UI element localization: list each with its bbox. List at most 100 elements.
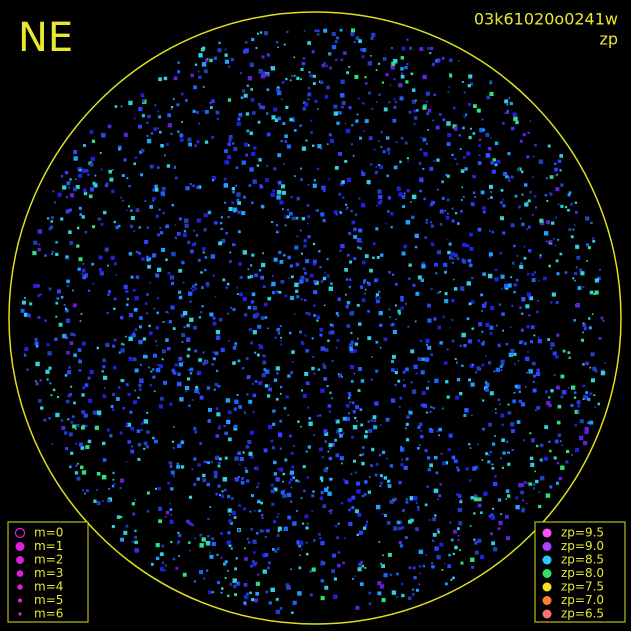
star [528, 314, 531, 317]
star [372, 242, 376, 246]
star [471, 327, 475, 330]
star [195, 386, 199, 389]
star [378, 140, 380, 142]
star [397, 309, 401, 313]
star [340, 58, 344, 62]
magnitude-marker [17, 584, 23, 590]
star [453, 529, 457, 534]
star [260, 501, 263, 505]
star [532, 176, 534, 178]
star [500, 216, 504, 221]
star [519, 139, 523, 143]
star [53, 201, 56, 204]
star [381, 450, 386, 454]
star [370, 464, 373, 467]
star [535, 479, 539, 484]
star [367, 336, 372, 341]
star [120, 348, 125, 353]
star [250, 528, 253, 531]
star [49, 382, 52, 385]
star [279, 467, 284, 472]
star [161, 349, 166, 354]
star [425, 91, 430, 96]
star [78, 369, 82, 372]
star [589, 290, 594, 295]
star [277, 547, 280, 550]
star [369, 268, 373, 273]
star [242, 367, 245, 370]
star [326, 143, 329, 145]
star [463, 344, 467, 348]
star [170, 514, 172, 516]
star [302, 394, 307, 398]
star [421, 391, 426, 395]
star [242, 507, 246, 511]
star [410, 201, 412, 203]
star [555, 259, 559, 263]
star [130, 426, 135, 431]
star [429, 52, 432, 55]
star [213, 56, 217, 60]
star [307, 41, 311, 45]
star [282, 494, 287, 499]
star [289, 264, 293, 268]
star [81, 341, 86, 346]
star-field [20, 28, 606, 615]
star [383, 337, 388, 342]
star [366, 180, 371, 184]
star [324, 585, 329, 590]
star [287, 414, 290, 417]
star [211, 461, 213, 463]
star [250, 564, 253, 568]
star [78, 359, 82, 364]
star [300, 178, 303, 182]
star [465, 113, 468, 116]
star [419, 339, 423, 342]
star [393, 165, 398, 170]
star [507, 403, 510, 406]
star [216, 412, 221, 417]
star [251, 292, 256, 297]
star [218, 462, 221, 465]
star [355, 213, 358, 216]
star [327, 339, 330, 342]
star [404, 65, 408, 70]
star [57, 192, 62, 197]
star [585, 216, 589, 221]
star [50, 225, 54, 229]
star [379, 584, 385, 589]
star [422, 137, 427, 142]
star [72, 303, 77, 308]
star [261, 514, 264, 517]
star [88, 398, 93, 403]
star [191, 468, 194, 470]
star [243, 410, 246, 413]
star [223, 425, 226, 428]
star [553, 374, 556, 377]
star [40, 293, 42, 296]
star [334, 166, 339, 170]
star [377, 581, 382, 586]
star [125, 460, 128, 463]
star [204, 256, 208, 259]
star [78, 257, 83, 262]
star [451, 339, 455, 343]
star [301, 146, 307, 151]
star [583, 327, 587, 331]
star [414, 233, 419, 238]
star [431, 562, 434, 565]
star [134, 535, 137, 539]
star [505, 515, 509, 519]
star [123, 284, 128, 289]
star [461, 364, 464, 367]
star [327, 450, 330, 453]
star [574, 272, 578, 276]
star [96, 501, 101, 506]
star [353, 459, 356, 463]
star [232, 142, 235, 145]
star [154, 104, 157, 107]
star [379, 296, 381, 299]
star [217, 464, 221, 468]
star [85, 424, 88, 427]
star [531, 273, 535, 276]
